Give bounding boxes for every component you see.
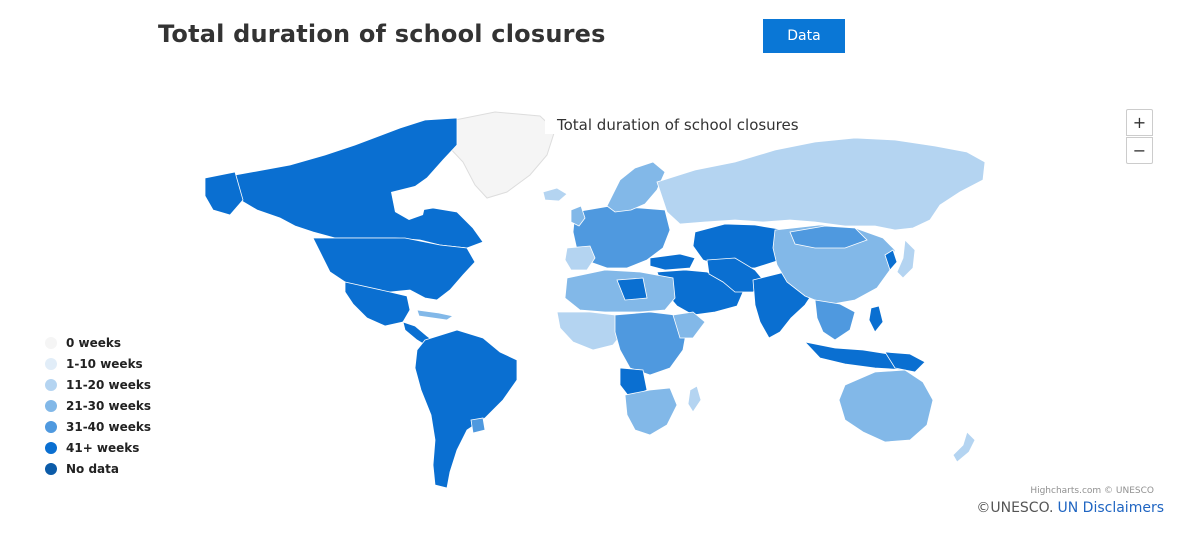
region-mongolia[interactable]: [789, 225, 868, 249]
map-title: Total duration of school closures: [545, 116, 811, 134]
region-papua[interactable]: [884, 351, 926, 373]
page-title: Total duration of school closures: [158, 20, 606, 48]
region-canada[interactable]: [234, 117, 484, 249]
zoom-out-button[interactable]: −: [1126, 137, 1153, 164]
region-madagascar[interactable]: [687, 385, 702, 413]
region-caribbean[interactable]: [416, 309, 455, 321]
legend-swatch: [45, 378, 57, 391]
legend-label: 21-30 weeks: [66, 398, 152, 413]
data-button[interactable]: Data: [763, 19, 845, 53]
legend-swatch: [45, 441, 57, 454]
region-north-africa[interactable]: [564, 269, 676, 313]
highcharts-credits[interactable]: Highcharts.com © UNESCO: [1030, 486, 1154, 496]
region-iran[interactable]: [706, 257, 766, 293]
region-usa[interactable]: [312, 237, 476, 301]
legend-label: 11-20 weeks: [66, 377, 152, 392]
region-greenland[interactable]: [444, 111, 556, 199]
region-uruguay[interactable]: [470, 417, 486, 434]
region-iberia[interactable]: [564, 245, 596, 271]
region-australia[interactable]: [838, 369, 934, 443]
region-korea[interactable]: [884, 249, 898, 271]
region-southeast-asia[interactable]: [814, 299, 856, 341]
region-horn-of-africa[interactable]: [672, 311, 706, 339]
region-hudson-bay: [391, 186, 427, 220]
region-iceland[interactable]: [542, 187, 568, 202]
region-alaska[interactable]: [204, 171, 244, 216]
region-central-africa[interactable]: [614, 311, 688, 376]
region-japan[interactable]: [896, 239, 916, 279]
legend-item-21-30-weeks[interactable]: 21-30 weeks: [45, 395, 151, 416]
region-philippines[interactable]: [868, 305, 884, 333]
legend-label: No data: [66, 461, 119, 476]
legend-label: 1-10 weeks: [66, 356, 143, 371]
world-map[interactable]: [195, 100, 995, 495]
legend-item-41-plus-weeks[interactable]: 41+ weeks: [45, 437, 151, 458]
legend-item-31-40-weeks[interactable]: 31-40 weeks: [45, 416, 151, 437]
copyright-text: ©UNESCO.: [976, 500, 1054, 516]
region-turkey[interactable]: [649, 253, 696, 271]
region-scandinavia[interactable]: [606, 161, 666, 213]
legend-label: 41+ weeks: [66, 440, 140, 455]
legend-swatch: [45, 399, 57, 412]
region-south-america[interactable]: [414, 329, 518, 489]
legend-item-no-data[interactable]: No data: [45, 458, 151, 479]
zoom-in-button[interactable]: +: [1126, 109, 1153, 136]
legend-item-1-10-weeks[interactable]: 1-10 weeks: [45, 353, 151, 374]
region-new-zealand[interactable]: [952, 431, 976, 463]
region-uk[interactable]: [570, 205, 586, 227]
footer: ©UNESCO. UN Disclaimers: [976, 500, 1164, 516]
legend-swatch: [45, 357, 57, 370]
legend-item-0-weeks[interactable]: 0 weeks: [45, 332, 151, 353]
legend: 0 weeks 1-10 weeks 11-20 weeks 21-30 wee…: [45, 332, 151, 479]
legend-swatch: [45, 336, 57, 349]
legend-item-11-20-weeks[interactable]: 11-20 weeks: [45, 374, 151, 395]
legend-swatch: [45, 420, 57, 433]
region-libya[interactable]: [616, 277, 648, 301]
un-disclaimers-link[interactable]: UN Disclaimers: [1057, 500, 1165, 516]
world-map-svg[interactable]: [195, 100, 995, 495]
region-southern-africa[interactable]: [624, 387, 678, 436]
region-mexico[interactable]: [344, 281, 411, 327]
legend-swatch: [45, 462, 57, 475]
legend-label: 0 weeks: [66, 335, 122, 350]
region-russia[interactable]: [656, 137, 986, 231]
region-west-africa[interactable]: [556, 311, 626, 351]
legend-label: 31-40 weeks: [66, 419, 152, 434]
